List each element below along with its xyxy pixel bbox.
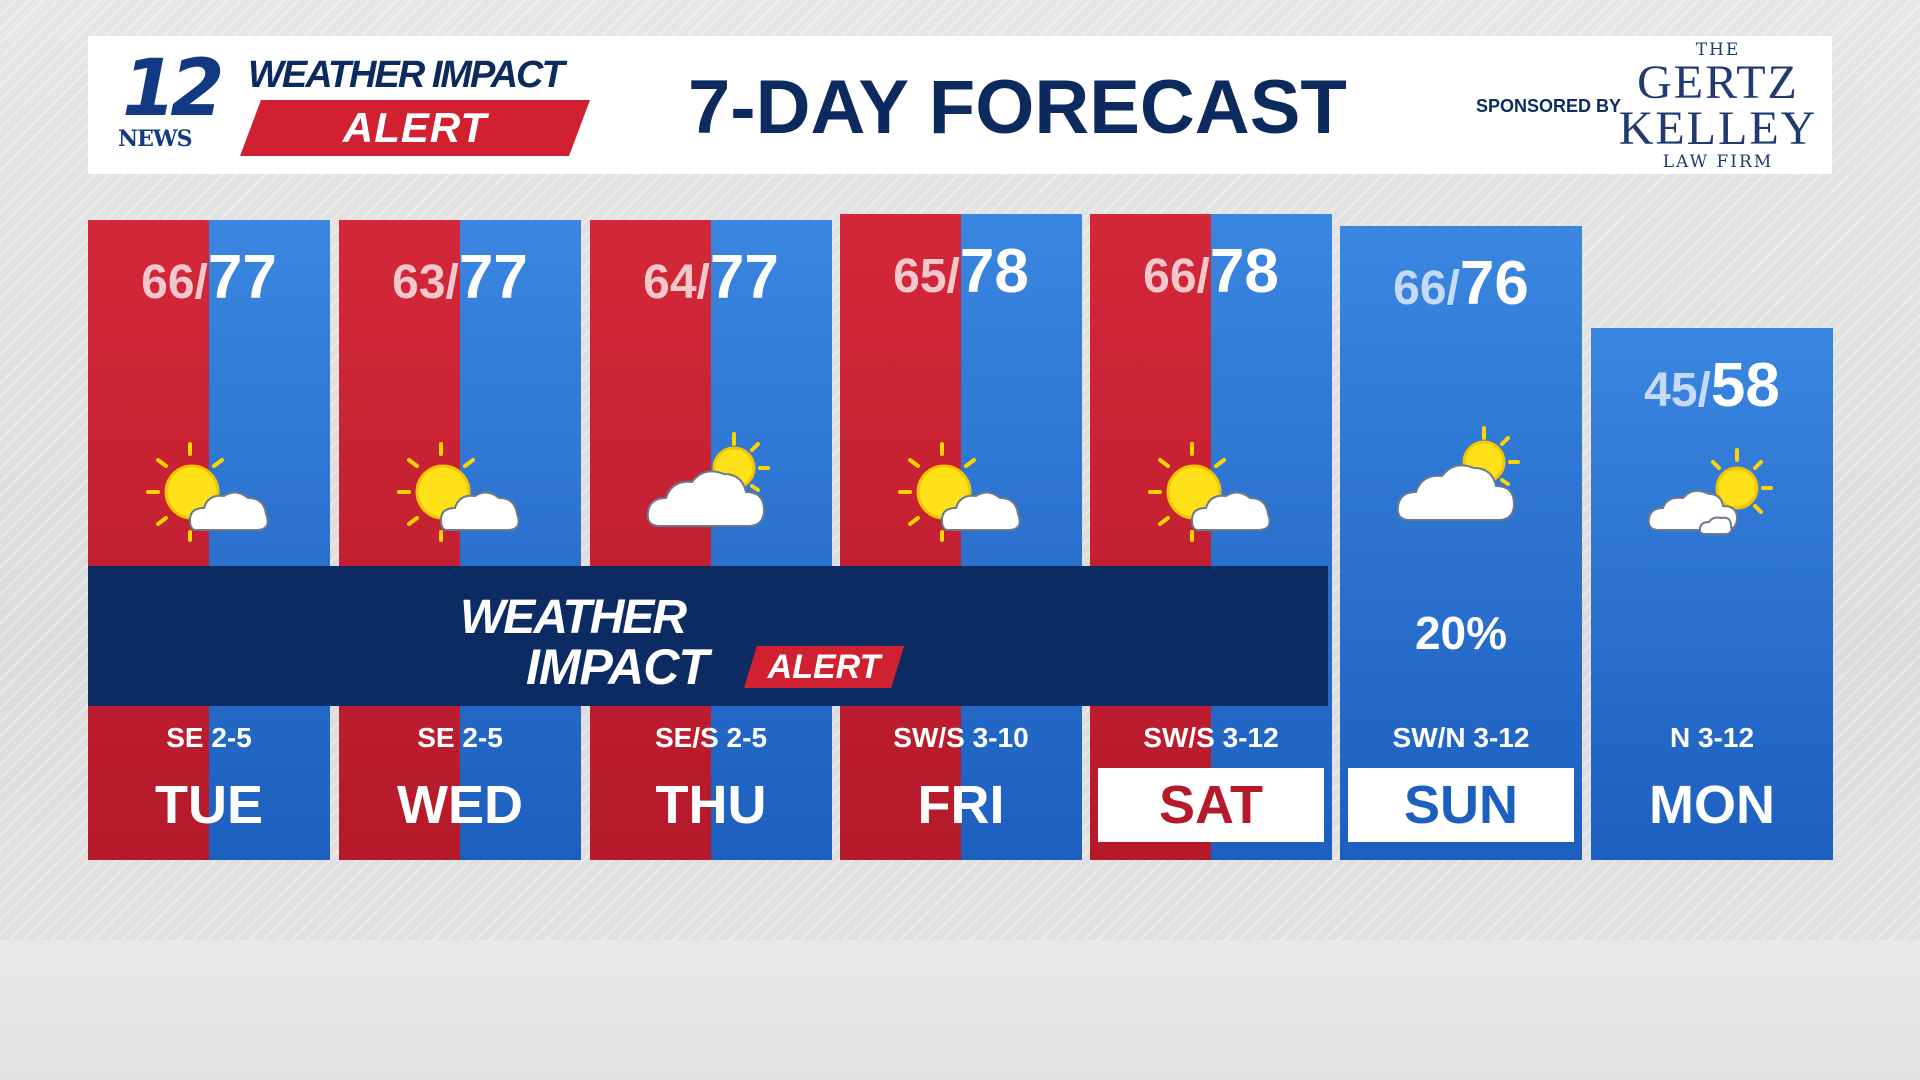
station-logo: 12 NEWS [116, 44, 236, 160]
mostly-cloudy-icon [646, 432, 770, 527]
sponsor-the: THE [1695, 40, 1741, 60]
temperature: 66/77 [141, 243, 277, 312]
sponsor-name-1: GERTZ [1637, 56, 1799, 109]
temperature: 63/77 [392, 243, 528, 312]
day-column-mon: 45/58 N 3-12 MON [1591, 328, 1833, 860]
wind: SW/S 3-10 [893, 722, 1029, 753]
cool-fill [711, 220, 832, 860]
brand-weather-impact: WEATHER IMPACT [248, 54, 565, 96]
high-temp: 77 [709, 243, 779, 312]
alert-banner-badge-text: ALERT [767, 648, 881, 686]
partly-sunny-icon [397, 442, 520, 542]
day-column-fri: 65/78 SW/S 3-10 FRI [840, 214, 1082, 860]
cool-fill [1340, 226, 1582, 860]
high-temp: 77 [207, 243, 277, 312]
page-title: 7-DAY FORECAST [688, 65, 1347, 150]
wind: SE 2-5 [166, 722, 252, 753]
day-column-wed: 63/77 SE 2-5 WED [339, 220, 581, 860]
alert-banner-badge: ALERT [744, 646, 904, 688]
sponsor-sub: LAW FIRM [1662, 152, 1774, 172]
day-label: SUN [1348, 768, 1574, 842]
high-temp: 77 [458, 243, 528, 312]
brand-alert-text: ALERT [342, 104, 488, 151]
wind: SE 2-5 [417, 722, 503, 753]
weather-impact-alert-banner: WEATHER IMPACT ALERT [88, 566, 1328, 706]
low-temp: 45 [1644, 364, 1698, 417]
day-column-tue: 66/77 SE 2-5 TUE [88, 220, 330, 860]
station-name: NEWS [118, 126, 192, 152]
temperature: 65/78 [893, 237, 1029, 306]
low-temp: 64 [643, 256, 697, 309]
sponsor-name-2: KELLEY [1618, 102, 1818, 155]
cool-fill [961, 214, 1082, 860]
partly-sunny-icon [146, 442, 269, 542]
temperature: 64/77 [643, 243, 779, 312]
station-number: 12 [122, 44, 225, 134]
sponsor-logo: THE GERTZ KELLEY LAW FIRM [1618, 38, 1818, 172]
cool-fill [1591, 328, 1833, 860]
warm-fill [590, 220, 711, 860]
day-column-sat: 66/78 SW/S 3-12 SAT [1090, 214, 1332, 860]
wind: SE/S 2-5 [654, 722, 768, 753]
mostly-cloudy-icon [1396, 426, 1520, 521]
cool-fill [460, 220, 581, 860]
temperature: 66/78 [1143, 237, 1279, 306]
temperature: 66/76 [1393, 249, 1529, 318]
wind: SW/N 3-12 [1392, 722, 1530, 753]
cool-fill [1211, 214, 1332, 860]
day-label: FRI [917, 775, 1005, 835]
background-lower-band [0, 940, 1920, 1080]
brand-alert-badge: ALERT [240, 100, 590, 156]
day-label: MON [1649, 775, 1775, 835]
header-bar: 12 NEWS WEATHER IMPACT ALERT 7-DAY FOREC… [88, 36, 1832, 174]
low-temp: 65 [893, 250, 947, 303]
high-temp: 78 [1209, 237, 1279, 306]
partly-sunny-icon [898, 442, 1021, 542]
wind: SW/S 3-12 [1143, 722, 1279, 753]
day-label: TUE [155, 775, 263, 835]
high-temp: 76 [1459, 249, 1529, 318]
day-label: WED [397, 775, 523, 835]
day-label: THU [655, 775, 767, 835]
day-label: SAT [1098, 768, 1324, 842]
temperature: 45/58 [1644, 351, 1780, 420]
partly-cloudy-icon [1647, 448, 1773, 535]
wind: N 3-12 [1669, 722, 1755, 753]
high-temp: 78 [959, 237, 1029, 306]
high-temp: 58 [1710, 351, 1780, 420]
partly-sunny-icon [1148, 442, 1271, 542]
precip-chance: 20% [1414, 607, 1508, 659]
low-temp: 66 [1393, 262, 1447, 315]
low-temp: 66 [141, 256, 195, 309]
day-column-thu: 64/77 SE/S 2-5 THU [590, 220, 832, 860]
cool-fill [209, 220, 330, 860]
day-column-sun: 66/76 20% SW/N 3-12 SUN [1340, 226, 1582, 860]
low-temp: 63 [392, 256, 446, 309]
sponsored-by-label: SPONSORED BY [1476, 96, 1622, 116]
low-temp: 66 [1143, 250, 1197, 303]
alert-banner-impact: IMPACT [526, 639, 709, 695]
alert-banner-weather: WEATHER [460, 591, 687, 644]
